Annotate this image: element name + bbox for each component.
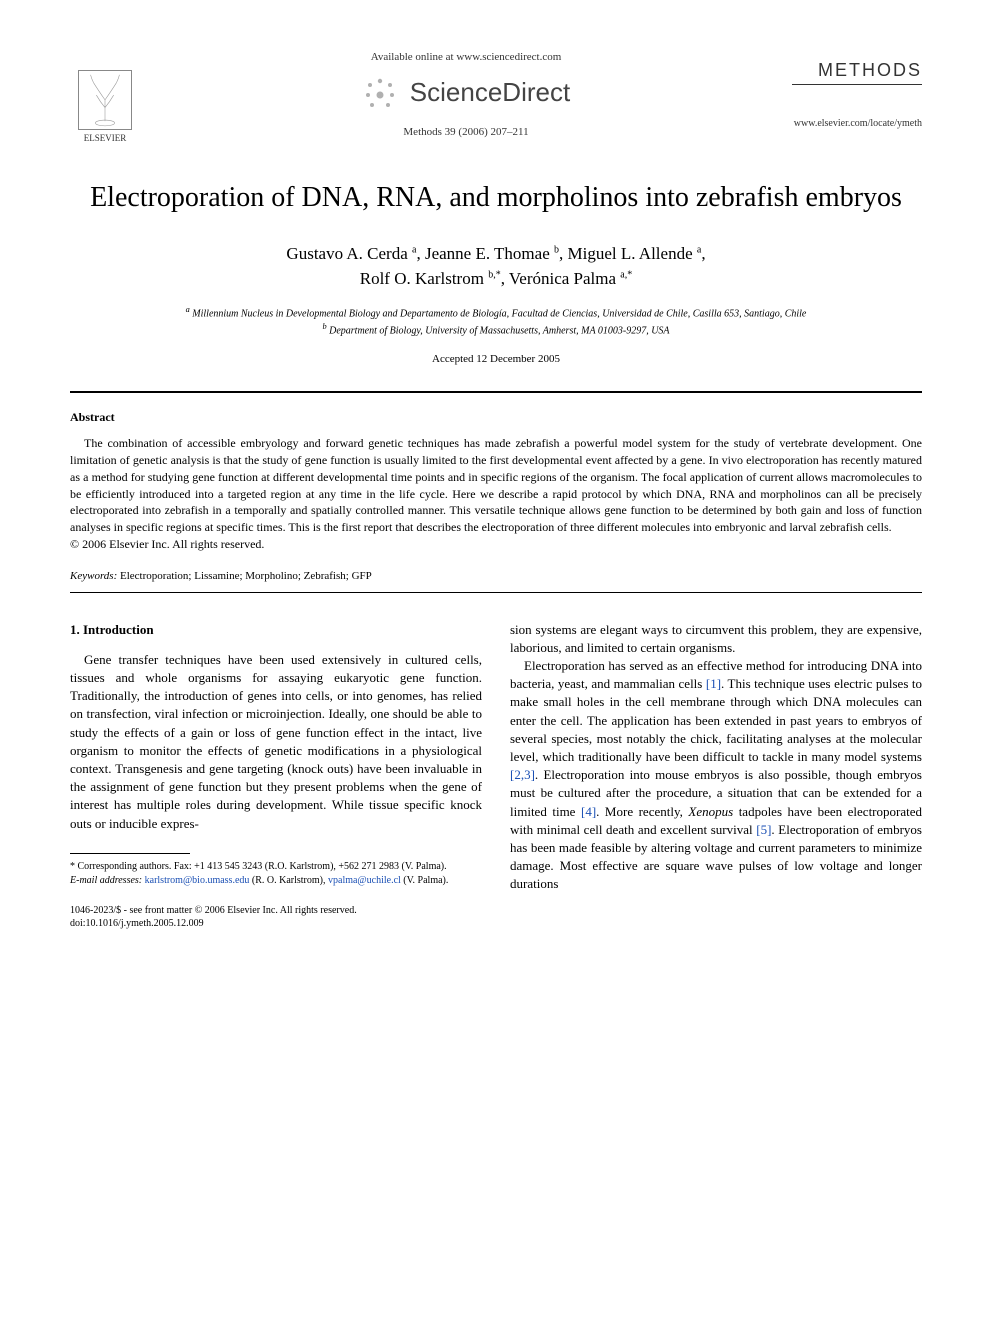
page-header: ELSEVIER Available online at www.science… bbox=[70, 50, 922, 144]
copyright-line: © 2006 Elsevier Inc. All rights reserved… bbox=[70, 537, 264, 551]
elsevier-label: ELSEVIER bbox=[84, 132, 127, 144]
col2-para-2: Electroporation has served as an effecti… bbox=[510, 657, 922, 893]
email-1-name: (R. O. Karlstrom), bbox=[249, 875, 328, 886]
author-sep-3: , bbox=[701, 244, 705, 263]
accepted-date: Accepted 12 December 2005 bbox=[70, 352, 922, 367]
affiliations: a Millennium Nucleus in Developmental Bi… bbox=[70, 304, 922, 339]
corresponding-authors: * Corresponding authors. Fax: +1 413 545… bbox=[70, 860, 482, 874]
abstract-heading: Abstract bbox=[70, 409, 922, 425]
author-sep-4: , Verónica Palma bbox=[501, 269, 621, 288]
author-5-sup: a,* bbox=[620, 269, 632, 280]
affiliation-1: Millennium Nucleus in Developmental Biol… bbox=[190, 308, 807, 319]
authors: Gustavo A. Cerda a, Jeanne E. Thomae b, … bbox=[70, 241, 922, 292]
email-1[interactable]: karlstrom@bio.umass.edu bbox=[145, 875, 250, 886]
divider-top bbox=[70, 391, 922, 393]
sciencedirect-logo: ScienceDirect bbox=[152, 75, 780, 111]
author-1: Gustavo A. Cerda bbox=[286, 244, 412, 263]
journal-url: www.elsevier.com/locate/ymeth bbox=[792, 117, 922, 131]
center-header: Available online at www.sciencedirect.co… bbox=[140, 50, 792, 140]
keywords-label: Keywords: bbox=[70, 570, 117, 582]
column-right: sion systems are elegant ways to circumv… bbox=[510, 621, 922, 930]
elsevier-tree-icon bbox=[78, 70, 132, 130]
column-left: 1. Introduction Gene transfer techniques… bbox=[70, 621, 482, 930]
ref-5[interactable]: [5] bbox=[756, 822, 771, 837]
footnotes: * Corresponding authors. Fax: +1 413 545… bbox=[70, 860, 482, 888]
author-4-sup: b,* bbox=[488, 269, 501, 280]
email-2-name: (V. Palma). bbox=[401, 875, 449, 886]
intro-heading: 1. Introduction bbox=[70, 621, 482, 639]
keywords: Keywords: Electroporation; Lissamine; Mo… bbox=[70, 569, 922, 584]
sciencedirect-icon bbox=[362, 75, 398, 111]
intro-para-1: Gene transfer techniques have been used … bbox=[70, 651, 482, 833]
footnote-separator bbox=[70, 853, 190, 854]
footer-line-1: 1046-2023/$ - see front matter © 2006 El… bbox=[70, 904, 482, 917]
affiliation-2: Department of Biology, University of Mas… bbox=[327, 325, 670, 336]
journal-name: METHODS bbox=[792, 58, 922, 85]
author-4: Rolf O. Karlstrom bbox=[360, 269, 488, 288]
keywords-list: Electroporation; Lissamine; Morpholino; … bbox=[117, 570, 372, 582]
available-online-text: Available online at www.sciencedirect.co… bbox=[152, 50, 780, 65]
ref-1[interactable]: [1] bbox=[706, 676, 721, 691]
ref-4[interactable]: [4] bbox=[581, 804, 596, 819]
col2-continuation: sion systems are elegant ways to circumv… bbox=[510, 621, 922, 657]
xenopus: Xenopus bbox=[688, 804, 733, 819]
elsevier-logo: ELSEVIER bbox=[70, 70, 140, 144]
footer-line-2: doi:10.1016/j.ymeth.2005.12.009 bbox=[70, 917, 482, 930]
corresp-text: Corresponding authors. Fax: +1 413 545 3… bbox=[78, 861, 447, 872]
email-addresses: E-mail addresses: karlstrom@bio.umass.ed… bbox=[70, 874, 482, 888]
email-2[interactable]: vpalma@uchile.cl bbox=[328, 875, 401, 886]
abstract-block: The combination of accessible embryology… bbox=[70, 435, 922, 553]
abstract-text: The combination of accessible embryology… bbox=[70, 435, 922, 536]
citation-line: Methods 39 (2006) 207–211 bbox=[152, 125, 780, 140]
email-label: E-mail addresses: bbox=[70, 875, 142, 886]
ref-2-3[interactable]: [2,3] bbox=[510, 767, 535, 782]
body-columns: 1. Introduction Gene transfer techniques… bbox=[70, 621, 922, 930]
author-sep-1: , Jeanne E. Thomae bbox=[416, 244, 554, 263]
divider-bottom bbox=[70, 592, 922, 593]
col2-text-d: . More recently, bbox=[596, 804, 688, 819]
article-title: Electroporation of DNA, RNA, and morphol… bbox=[70, 180, 922, 216]
author-sep-2: , Miguel L. Allende bbox=[559, 244, 697, 263]
footer: 1046-2023/$ - see front matter © 2006 El… bbox=[70, 904, 482, 930]
sciencedirect-text: ScienceDirect bbox=[410, 75, 570, 110]
journal-box: METHODS www.elsevier.com/locate/ymeth bbox=[792, 58, 922, 131]
